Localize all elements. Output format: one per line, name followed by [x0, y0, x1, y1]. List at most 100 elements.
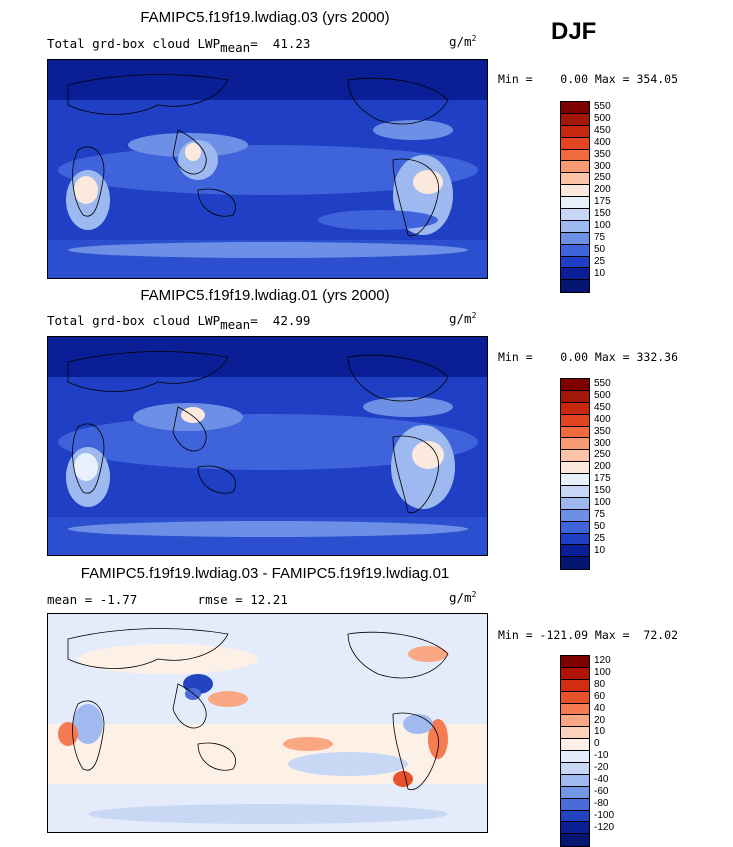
colorbar-tick-label: -60 [594, 785, 609, 797]
season-label: DJF [551, 18, 597, 45]
colorbar-swatch [561, 667, 589, 680]
colorbar-tick-label: 250 [594, 449, 611, 461]
colorbar-swatch [561, 232, 589, 245]
panel2-units-base: g/m [449, 311, 472, 327]
colorbar-swatch [561, 102, 589, 114]
colorbar-tick-label: 350 [594, 425, 611, 437]
colorbar-swatch [561, 125, 589, 138]
panel2-units-exp: 2 [471, 311, 477, 320]
colorbar-swatch [561, 379, 589, 391]
panel2-colorbar [560, 378, 590, 571]
panel1-minmax: Min = 0.00 Max = 354.05 [498, 72, 679, 86]
panel1-map-plot [48, 60, 487, 278]
colorbar-swatch [561, 834, 589, 847]
panel1-mean-subscript: mean [220, 40, 251, 55]
colorbar-swatch [561, 268, 589, 281]
colorbar-swatch [561, 715, 589, 728]
panel1-subtitle: Total grd-box cloud LWPmean= 41.23 [47, 36, 310, 55]
colorbar-tick-label: 300 [594, 160, 611, 172]
panel3-units: g/m2 [449, 590, 476, 605]
panel3-units-exp: 2 [471, 590, 477, 599]
colorbar-tick-label: 75 [594, 231, 606, 243]
colorbar-tick-label: 250 [594, 172, 611, 184]
panel2-equals: = [250, 313, 258, 328]
panel2-mean-subscript: mean [220, 317, 251, 332]
panel3-map [47, 613, 488, 833]
panel1-equals: = [250, 36, 258, 51]
panel1-map [47, 59, 488, 279]
colorbar-swatch [561, 509, 589, 522]
colorbar-tick-label: 40 [594, 702, 606, 714]
colorbar-tick-label: 175 [594, 473, 611, 485]
colorbar-swatch [561, 533, 589, 546]
colorbar-tick-label: 10 [594, 726, 606, 738]
colorbar-swatch [561, 703, 589, 716]
colorbar-swatch [561, 426, 589, 439]
colorbar-swatch [561, 209, 589, 221]
colorbar-swatch [561, 751, 589, 764]
panel1-units-base: g/m [449, 34, 472, 50]
colorbar-swatch [561, 149, 589, 162]
colorbar-swatch [561, 486, 589, 498]
panel3-minmax: Min = -121.09 Max = 72.02 [498, 628, 679, 642]
colorbar-tick-label: 20 [594, 714, 606, 726]
panel3-subtitle: mean = -1.77 rmse = 12.21 [47, 592, 288, 607]
colorbar-swatch [561, 691, 589, 704]
colorbar-swatch [561, 462, 589, 475]
colorbar-tick-label: 10 [594, 544, 606, 556]
colorbar-tick-label: 350 [594, 148, 611, 160]
colorbar-tick-label: 75 [594, 508, 606, 520]
colorbar-tick-label: 25 [594, 532, 606, 544]
colorbar-swatch [561, 739, 589, 752]
colorbar-tick-label: 10 [594, 267, 606, 279]
colorbar-swatch [561, 810, 589, 823]
panel1-variable-label: Total grd-box cloud LWP [47, 36, 221, 51]
colorbar-swatch [561, 497, 589, 510]
colorbar-tick-label: 300 [594, 437, 611, 449]
panel2-minmax: Min = 0.00 Max = 332.36 [498, 350, 679, 364]
panel1-units: g/m2 [449, 34, 476, 49]
colorbar-tick-label: 450 [594, 124, 611, 136]
colorbar-tick-label: 450 [594, 401, 611, 413]
colorbar-swatch [561, 438, 589, 451]
panel3-rmse-label: rmse = [197, 592, 243, 607]
colorbar-swatch [561, 113, 589, 126]
colorbar-swatch [561, 173, 589, 186]
colorbar-swatch [561, 220, 589, 233]
colorbar-swatch [561, 727, 589, 740]
colorbar-tick-label: -20 [594, 762, 609, 774]
colorbar-tick-label: 500 [594, 112, 611, 124]
colorbar-tick-label: 25 [594, 255, 606, 267]
panel2-units: g/m2 [449, 311, 476, 326]
colorbar-swatch [561, 244, 589, 257]
colorbar-tick-label: -80 [594, 797, 609, 809]
panel1-units-exp: 2 [471, 34, 477, 43]
colorbar-swatch [561, 786, 589, 799]
colorbar-tick-label: 200 [594, 461, 611, 473]
colorbar-tick-label: 150 [594, 485, 611, 497]
colorbar-swatch [561, 450, 589, 463]
colorbar-tick-label: 200 [594, 184, 611, 196]
panel2-subtitle: Total grd-box cloud LWPmean= 42.99 [47, 313, 310, 332]
panel1-colorbar [560, 101, 590, 294]
colorbar-swatch [561, 679, 589, 692]
panel1-mean-value: 41.23 [272, 36, 311, 51]
panel2-map-plot [48, 337, 487, 555]
colorbar-swatch [561, 256, 589, 269]
colorbar-swatch [561, 414, 589, 427]
colorbar-tick-label: 150 [594, 208, 611, 220]
colorbar-swatch [561, 185, 589, 198]
colorbar-swatch [561, 545, 589, 558]
colorbar-tick-label: 400 [594, 136, 611, 148]
colorbar-tick-label: -120 [594, 821, 615, 833]
panel2-mean-value: 42.99 [272, 313, 311, 328]
panel2-map [47, 336, 488, 556]
panel3-mean-value: -1.77 [99, 592, 138, 607]
colorbar-swatch [561, 161, 589, 174]
colorbar-tick-label: 400 [594, 413, 611, 425]
panel2-variable-label: Total grd-box cloud LWP [47, 313, 221, 328]
colorbar-swatch [561, 798, 589, 811]
colorbar-tick-label: 60 [594, 690, 606, 702]
colorbar-tick-label: 120 [594, 655, 611, 666]
panel3-units-base: g/m [449, 590, 472, 606]
